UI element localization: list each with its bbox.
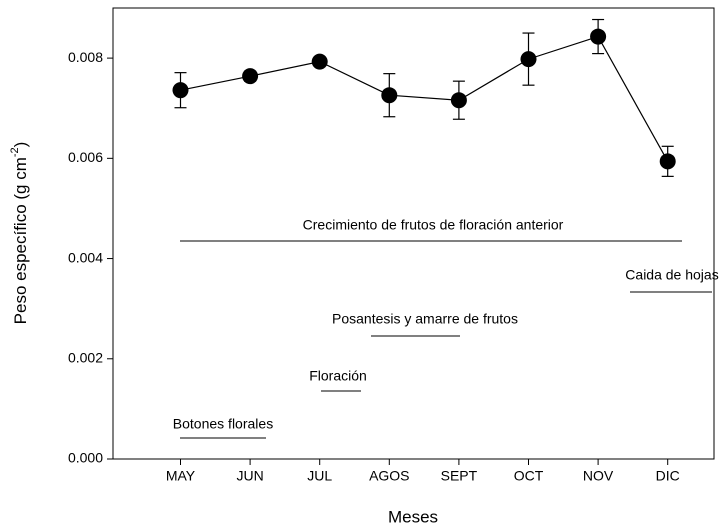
y-tick-label: 0.006: [68, 149, 103, 165]
x-tick-label: JUN: [236, 468, 263, 484]
plot-frame: [112, 7, 715, 460]
annotation: Floración: [309, 368, 367, 384]
x-axis-title: Meses: [388, 507, 438, 526]
point: [381, 87, 398, 104]
line: [180, 35, 669, 162]
y-tick-label: 0.000: [68, 450, 103, 466]
y-tick-label: 0.002: [68, 349, 103, 365]
point: [242, 68, 259, 85]
annotation: Posantesis y amarre de frutos: [332, 311, 518, 327]
x-tick-label: SEPT: [441, 468, 478, 484]
x-tick-label: JUL: [307, 468, 332, 484]
point: [590, 28, 607, 45]
x-tick-label: AGOS: [369, 468, 409, 484]
annotation: Crecimiento de frutos de floración anter…: [303, 217, 564, 233]
point: [450, 92, 467, 109]
x-tick-label: MAY: [166, 468, 196, 484]
y-axis-title-sup: -2: [9, 147, 21, 157]
annotation: Botones florales: [173, 416, 273, 432]
x-tick-label: DIC: [656, 468, 680, 484]
point: [172, 82, 189, 99]
y-axis-title-end: ): [11, 142, 30, 148]
point: [520, 51, 537, 68]
point: [659, 153, 676, 170]
x-tick-label: OCT: [514, 468, 544, 484]
annotation: Caida de hojas: [625, 267, 718, 283]
y-axis-title: Peso específico (g cm-2): [9, 142, 31, 325]
x-tick-label: NOV: [583, 468, 614, 484]
y-tick-label: 0.008: [68, 49, 103, 65]
y-tick-label: 0.004: [68, 249, 103, 265]
y-axis-title-text: Peso específico (g cm: [11, 157, 30, 324]
point: [311, 53, 328, 70]
